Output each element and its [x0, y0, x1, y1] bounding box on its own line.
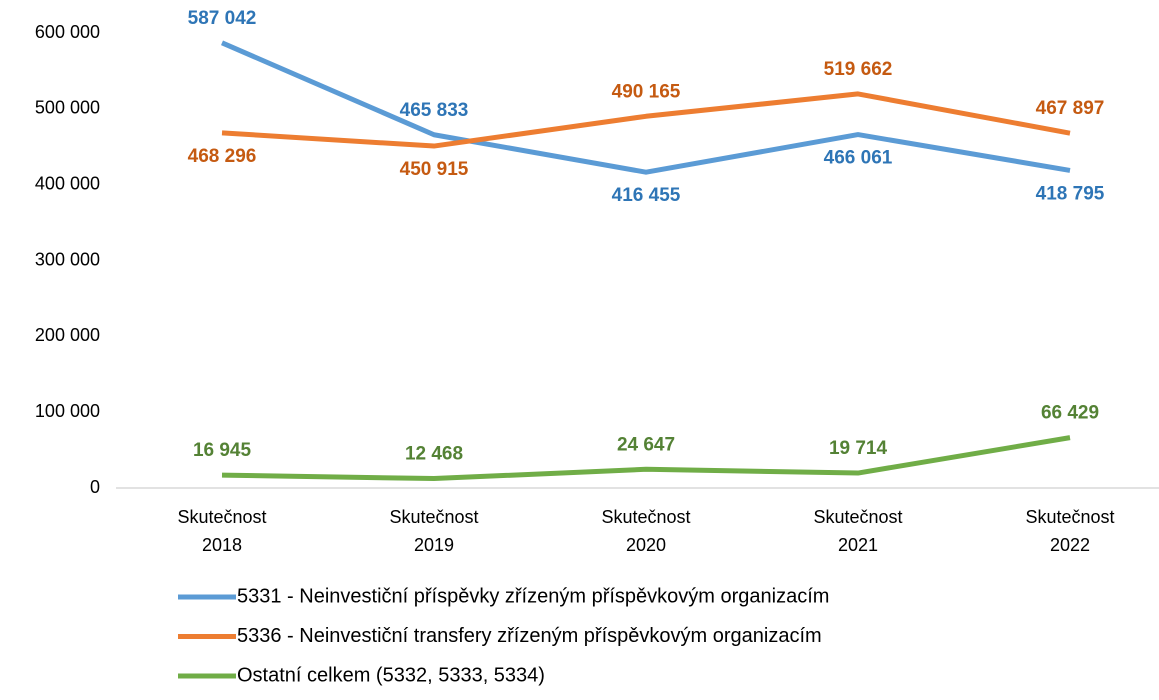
data-label: 12 468: [405, 444, 463, 465]
data-label: 24 647: [617, 434, 675, 455]
data-label: 450 915: [400, 159, 469, 180]
line-series: [221, 435, 1071, 482]
y-tick-label: 200 000: [35, 325, 100, 345]
data-label: 490 165: [612, 81, 681, 102]
data-label: 16 945: [193, 440, 252, 461]
x-tick-label: Skutečnost 2019: [389, 507, 478, 555]
legend-label: 5336 - Neinvestiční transfery zřízeným p…: [237, 625, 822, 647]
legend-label: 5331 - Neinvestiční příspěvky zřízeným p…: [237, 585, 829, 607]
line-series: [221, 40, 1071, 175]
x-tick-label: Skutečnost 2021: [813, 507, 902, 555]
data-label: 416 455: [612, 185, 681, 206]
x-tick-label: Skutečnost 2018: [177, 507, 266, 555]
data-label: 418 795: [1036, 183, 1105, 204]
y-tick-label: 400 000: [35, 173, 100, 193]
data-label: 587 042: [188, 8, 257, 29]
legend-label: Ostatní celkem (5332, 5333, 5334): [237, 664, 545, 686]
x-tick-label: Skutečnost 2020: [601, 507, 690, 555]
y-tick-label: 0: [90, 477, 100, 497]
data-label: 519 662: [824, 59, 893, 80]
data-label: 66 429: [1041, 403, 1099, 424]
y-tick-label: 500 000: [35, 98, 100, 118]
data-label: 467 897: [1036, 98, 1105, 119]
data-label: 465 833: [400, 100, 469, 121]
x-tick-label: Skutečnost 2022: [1025, 507, 1114, 555]
line-series: [221, 91, 1071, 149]
data-label: 468 296: [188, 146, 257, 167]
data-label: 466 061: [824, 148, 893, 169]
y-tick-label: 600 000: [35, 22, 100, 42]
y-tick-label: 300 000: [35, 249, 100, 269]
data-label: 19 714: [829, 438, 888, 459]
y-tick-label: 100 000: [35, 401, 100, 421]
